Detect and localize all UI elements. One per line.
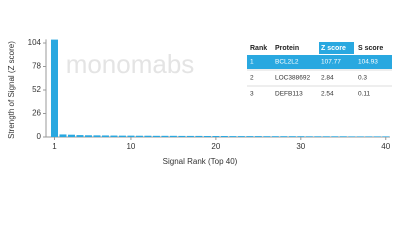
bar — [263, 136, 271, 137]
bar — [50, 39, 58, 138]
bar — [67, 134, 75, 137]
bar — [348, 136, 356, 137]
table-cell: 1 — [250, 59, 254, 66]
bar — [280, 136, 288, 137]
y-axis-label: Strength of Signal (Z score) — [7, 41, 16, 139]
table-cell: 0.11 — [358, 91, 371, 98]
bar — [186, 135, 194, 137]
table-cell: 2.54 — [321, 91, 334, 98]
bar — [246, 136, 254, 137]
bar — [212, 136, 220, 137]
header-highlight — [319, 42, 354, 54]
bar — [220, 136, 228, 137]
bar — [135, 135, 143, 137]
y-tick-label: 78 — [32, 62, 41, 71]
chart: monomabs Signal Rank (Top 40) Strength o… — [7, 38, 392, 166]
x-tick-label: 1 — [52, 142, 57, 151]
bar — [331, 136, 339, 137]
bar — [314, 136, 322, 137]
bar — [203, 136, 211, 137]
bar — [144, 135, 152, 137]
bar — [59, 134, 67, 137]
bar — [152, 135, 160, 137]
bar — [288, 136, 296, 137]
bar — [84, 135, 92, 137]
table-header: Rank — [250, 45, 267, 52]
y-tick-label: 26 — [32, 109, 41, 118]
table-header: Protein — [275, 45, 299, 52]
bar — [339, 136, 347, 137]
table-cell: BCL2L2 — [275, 59, 299, 66]
bar — [127, 135, 135, 137]
table-cell: DEFB113 — [275, 91, 303, 98]
x-axis-label: Signal Rank (Top 40) — [163, 157, 238, 166]
bar — [229, 136, 237, 137]
y-tick-label: 104 — [28, 38, 42, 47]
table-header: Z score — [321, 45, 346, 52]
bar — [76, 135, 84, 137]
table-cell: 2 — [250, 75, 254, 82]
table-header: S score — [358, 45, 383, 52]
x-tick-label: 10 — [126, 142, 135, 151]
bar — [297, 136, 305, 137]
bar — [195, 135, 203, 137]
table-cell: 3 — [250, 91, 254, 98]
bar — [118, 135, 126, 137]
table-cell: LOC388692 — [275, 75, 310, 82]
table-cell: 107.77 — [321, 59, 341, 66]
table-cell: 0.3 — [358, 75, 367, 82]
bar — [178, 135, 186, 137]
y-tick-label: 0 — [37, 132, 42, 141]
bar — [271, 136, 279, 137]
watermark: monomabs — [66, 49, 195, 79]
x-tick-label: 40 — [381, 142, 390, 151]
bar — [110, 135, 118, 137]
bar — [373, 136, 381, 137]
table-cell: 2.84 — [321, 75, 334, 82]
bar — [254, 136, 262, 137]
bar — [322, 136, 330, 137]
x-tick-label: 30 — [296, 142, 305, 151]
bar — [382, 136, 390, 137]
bar — [356, 136, 364, 137]
bar — [305, 136, 313, 137]
x-tick-label: 20 — [211, 142, 220, 151]
y-tick-label: 52 — [32, 85, 41, 94]
bar — [365, 136, 373, 137]
bar — [161, 135, 169, 137]
bar — [101, 135, 109, 137]
row-highlight — [247, 55, 392, 69]
table-cell: 104.93 — [358, 59, 378, 66]
bar — [169, 135, 177, 137]
bar — [93, 135, 101, 137]
bar — [237, 136, 245, 137]
